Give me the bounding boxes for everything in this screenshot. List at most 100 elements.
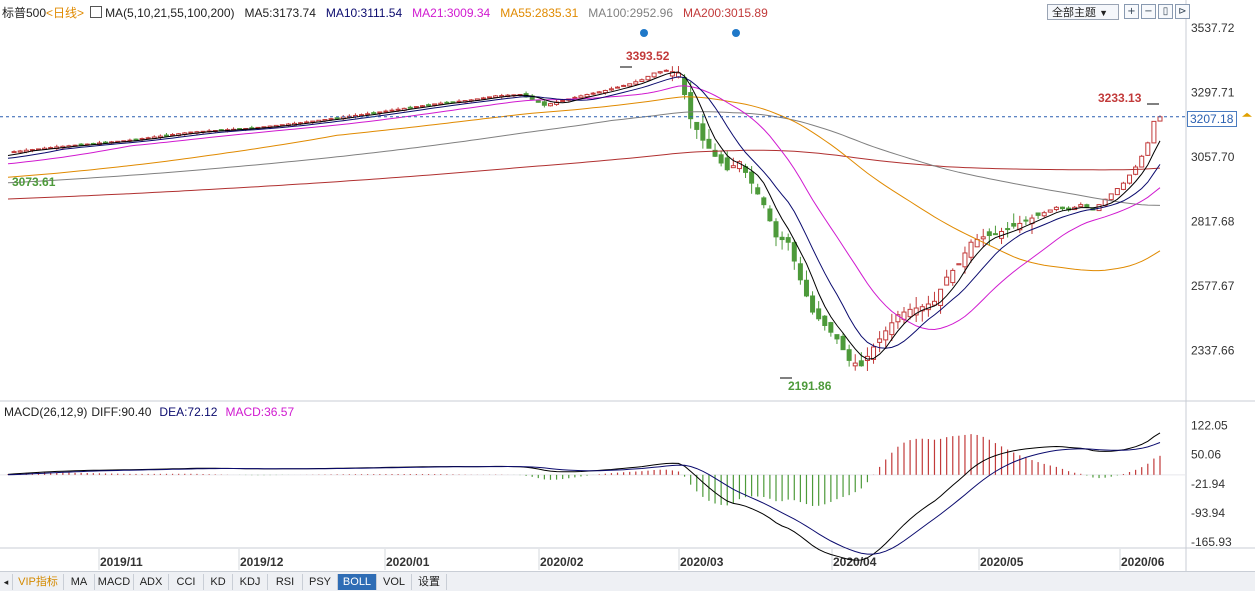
candle-body [675,72,681,78]
ma5-line [7,71,1161,360]
ma55-line [7,96,1161,272]
candle-body [627,83,633,87]
tab-kd[interactable]: KD [204,574,233,590]
candle-body [572,96,578,99]
tab-vol[interactable]: VOL [377,574,412,590]
candle-body [419,105,425,108]
price-tick-label: 2817.68 [1191,214,1235,228]
candle-body [359,114,365,117]
tab-kdj[interactable]: KDJ [233,574,268,590]
ma55-value: MA55:2835.31 [500,6,579,20]
macd-diff-value: DIFF:90.40 [91,405,152,419]
ma100-value: MA100:2952.96 [588,6,674,20]
candle-body [730,165,736,169]
current-price-tag: 3207.18 [1187,111,1237,127]
tab-boll[interactable]: BOLL [338,574,377,590]
candle-body [840,335,846,351]
candle-body [145,137,151,140]
candle-body [889,322,895,336]
candle-body [1017,222,1023,231]
candle-body [1005,228,1011,231]
candle-body [913,307,919,316]
macd-value: MACD:36.57 [225,405,295,419]
next-button[interactable]: ⊳ [1175,4,1190,19]
candle-body [761,197,767,206]
time-tick-label: 2019/11 [100,555,143,569]
candle-body [1151,120,1157,144]
candle-body [810,295,816,313]
candle-body [1114,188,1120,196]
candle-body [1108,193,1114,201]
start-annotation: 3073.61 [12,175,56,189]
candle-body [852,362,858,367]
event-dot [640,29,648,37]
macd-tick-label: -93.94 [1191,506,1225,520]
candle-body [365,113,371,116]
ma21-value: MA21:3009.34 [412,6,491,20]
candle-body [919,306,925,312]
candle-body [596,91,602,94]
high-annotation: 3393.52 [626,49,670,63]
candle-body [791,242,797,262]
macd-header: MACD(26,12,9) DIFF:90.40 DEA:72.12 MACD:36.… [4,404,302,420]
candle-body [578,95,584,99]
theme-select[interactable]: 全部主题 ▼ [1047,4,1119,20]
ma-settings-label[interactable]: MA(5,10,21,55,100,200) [105,6,235,20]
candle-body [547,103,553,107]
candle-body [17,150,23,153]
candle-body [992,233,998,236]
tab-cci[interactable]: CCI [169,574,204,590]
candle-body [962,252,968,268]
tab-scroll-left-icon[interactable]: ◂ [0,574,13,590]
candle-body [816,308,822,320]
time-tick-label: 2019/12 [240,555,284,569]
candle-body [785,237,791,243]
candle-body [1041,212,1047,217]
symbol-label: 标普500 [2,6,47,20]
candle-body [883,330,889,341]
candle-body [871,346,877,360]
candle-body [700,123,706,141]
candle-body [1047,209,1053,213]
ma5-value: MA5:3173.74 [244,6,316,20]
tab-adx[interactable]: ADX [134,574,169,590]
candle-body [986,231,992,237]
tab-rsi[interactable]: RSI [268,574,303,590]
tab-settings[interactable]: 设置 [412,574,447,590]
candle-body [907,308,913,318]
candle-body [1157,116,1163,122]
chevron-down-icon: ▼ [1099,8,1108,18]
tab-macd[interactable]: MACD [95,574,134,590]
candle-body [1059,206,1065,210]
low-annotation: 2191.86 [788,379,832,393]
candle-body [706,138,712,149]
ma21-line [7,85,1161,331]
indicator-tab-bar: ◂ VIP指标 MA MACD ADX CCI KD KDJ RSI PSY B… [0,571,1255,591]
candle-body [1120,182,1126,190]
time-tick-label: 2020/06 [1121,555,1165,569]
candle-body [78,143,84,146]
candle-body [377,111,383,114]
ma200-value: MA200:3015.89 [683,6,768,20]
ma10-value: MA10:3111.54 [325,6,403,20]
macd-dea-value: DEA:72.12 [159,405,218,419]
candle-body [1053,206,1059,211]
candle-body [535,99,541,103]
macd-settings-label[interactable]: MACD(26,12,9) [4,405,88,419]
candle-body [334,117,340,120]
period-label[interactable]: <日线> [46,6,85,20]
zoom-in-button[interactable]: + [1124,4,1139,19]
restore-button[interactable]: ▯ [1158,4,1173,19]
zoom-out-button[interactable]: − [1141,4,1156,19]
candle-body [712,149,718,157]
macd-tick-label: 122.05 [1191,418,1228,432]
candle-body [718,154,724,164]
tab-ma[interactable]: MA [64,574,95,590]
time-tick-label: 2020/01 [386,555,430,569]
candle-body [1133,166,1139,175]
candle-body [956,263,962,266]
candle-body [797,263,803,281]
tab-psy[interactable]: PSY [303,574,338,590]
tab-vip[interactable]: VIP指标 [13,574,64,590]
candle-body [895,314,901,323]
